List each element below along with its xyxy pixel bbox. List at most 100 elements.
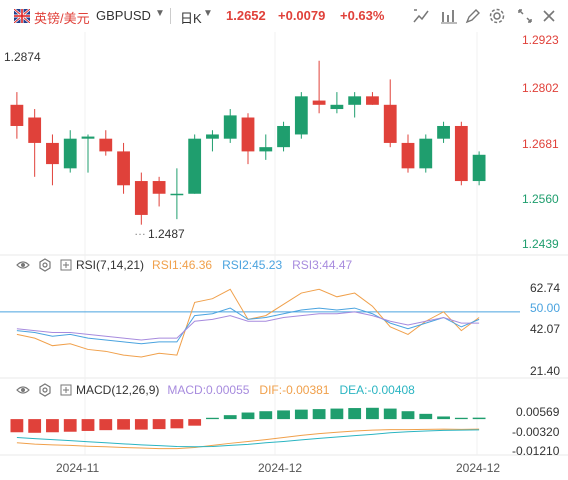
macd-bar	[63, 419, 77, 432]
macd-bar	[348, 408, 362, 420]
candle-body	[312, 100, 326, 105]
pair-code[interactable]: GBPUSD	[96, 8, 151, 23]
y-tick-label: 1.2923	[522, 33, 559, 47]
candle-body	[117, 151, 130, 186]
price-change-pct: +0.63%	[340, 8, 385, 23]
candle-body	[241, 117, 255, 152]
rsi-tick-label: 21.40	[530, 364, 561, 378]
close-icon[interactable]	[540, 7, 558, 25]
macd-bar	[472, 417, 486, 420]
expand-icon[interactable]	[60, 384, 72, 396]
dea-value: DEA:-0.00408	[339, 383, 415, 397]
macd-bar	[401, 411, 415, 420]
macd-bar	[419, 413, 433, 420]
candle-body	[401, 142, 415, 169]
candle-body	[81, 136, 95, 139]
x-tick-label: 2024-11	[56, 461, 100, 475]
x-tick-label: 2024-12	[258, 461, 303, 475]
candle-body	[419, 138, 433, 169]
price-change: +0.0079	[278, 8, 326, 23]
period-selector[interactable]: 日K	[180, 11, 202, 26]
chevron-down-icon[interactable]: ▼	[155, 8, 165, 19]
macd-bar	[46, 419, 59, 433]
y-tick-label: 1.2560	[522, 192, 559, 206]
macd-bar	[117, 419, 130, 430]
flag-icon	[14, 9, 30, 23]
macd-title[interactable]: MACD(12,26,9)	[76, 383, 160, 397]
candle-body	[188, 138, 202, 194]
candle-body	[259, 147, 273, 152]
macd-bar	[170, 419, 184, 429]
macd-tick-label: -0.01210	[512, 444, 560, 458]
macd-bar	[241, 412, 255, 420]
settings-icon[interactable]	[38, 258, 52, 272]
rsi1-value: RSI1:46.36	[152, 258, 213, 272]
macd-bar	[152, 419, 166, 430]
candle-body	[206, 134, 219, 139]
settings-icon[interactable]	[488, 7, 506, 25]
rsi2-value: RSI2:45.23	[222, 258, 283, 272]
macd-bar	[188, 419, 202, 426]
rsi-tick-label: 50.00	[530, 301, 561, 315]
y-tick-label: 1.2439	[522, 237, 559, 251]
macd-bar	[99, 419, 113, 431]
macd-bar	[312, 409, 326, 420]
candle-body	[383, 104, 397, 143]
candle-body	[99, 138, 113, 152]
x-tick-label: 2024-12	[456, 461, 501, 475]
y-tick-label: 1.2802	[522, 81, 559, 95]
dea-line	[16, 429, 480, 448]
candle-body	[152, 181, 166, 194]
macd-bar	[330, 408, 344, 420]
candle-body	[46, 142, 59, 165]
candle-body	[277, 125, 290, 148]
indicator-icon[interactable]	[412, 7, 430, 25]
candle-body	[348, 96, 362, 105]
expand-icon[interactable]	[60, 259, 72, 271]
candle-body	[294, 96, 308, 135]
toolbar-divider	[170, 8, 171, 24]
macd-bar	[383, 408, 397, 420]
macd-bar	[28, 419, 42, 433]
macd-bar	[294, 409, 308, 420]
last-price: 1.2652	[226, 8, 266, 23]
low-price-label: 1.2487	[148, 227, 185, 241]
macd-tick-label: -0.00320	[512, 425, 560, 439]
rsi-tick-label: 62.74	[530, 281, 561, 295]
candle-body	[170, 193, 184, 196]
pair-name[interactable]: 英镑/美元	[34, 11, 90, 26]
macd-header: MACD(12,26,9) MACD:0.00055 DIF:-0.00381 …	[16, 383, 415, 397]
macd-tick-label: 0.00569	[516, 405, 560, 419]
eye-icon[interactable]	[16, 383, 30, 397]
rsi-tick-label: 42.07	[530, 322, 561, 336]
low-marker: …	[134, 224, 146, 238]
rsi1-line	[16, 288, 480, 358]
rsi2-line	[16, 307, 480, 345]
candle-body	[330, 104, 344, 110]
pen-icon[interactable]	[464, 7, 482, 25]
draw-icon[interactable]	[440, 7, 458, 25]
macd-value: MACD:0.00055	[167, 383, 250, 397]
macd-bar	[454, 417, 468, 420]
macd-bar	[134, 419, 148, 430]
macd-bar	[277, 410, 290, 420]
fullscreen-icon[interactable]	[516, 7, 534, 25]
high-price-label: 1.2874	[4, 50, 41, 64]
rsi3-value: RSI3:44.47	[292, 258, 353, 272]
dif-value: DIF:-0.00381	[259, 383, 330, 397]
settings-icon[interactable]	[38, 383, 52, 397]
candle-body	[454, 125, 468, 182]
macd-bar	[81, 419, 95, 431]
rsi-title[interactable]: RSI(7,14,21)	[76, 258, 145, 272]
macd-bar	[437, 416, 450, 420]
macd-bar	[223, 415, 237, 420]
rsi3-line	[16, 311, 480, 341]
y-tick-label: 1.2681	[522, 137, 559, 151]
candle-body	[10, 104, 24, 126]
chevron-down-icon[interactable]: ▼	[203, 8, 213, 19]
eye-icon[interactable]	[16, 258, 30, 272]
candle-body	[28, 117, 42, 143]
candle-body	[63, 138, 77, 169]
candle-body	[223, 115, 237, 139]
